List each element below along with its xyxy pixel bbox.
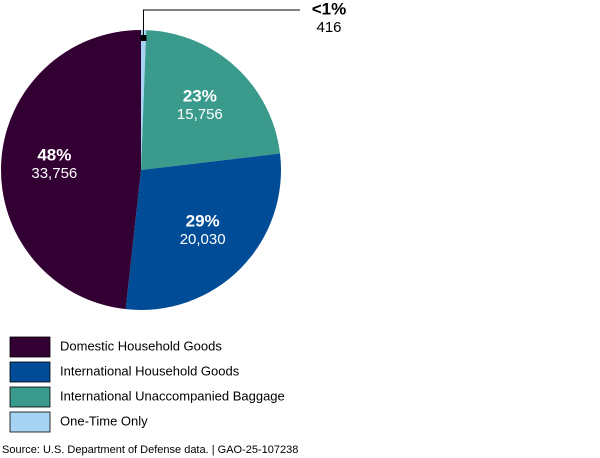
- value-label: 20,030: [180, 231, 226, 248]
- percent-label: <1%: [312, 0, 347, 18]
- value-label: 33,756: [31, 165, 77, 182]
- leader-line: [142, 9, 300, 39]
- percent-label: 29%: [186, 212, 220, 231]
- pie-slice: [141, 30, 281, 171]
- pie-slice: [141, 30, 147, 170]
- pie-slice: [1, 29, 142, 310]
- legend-swatch: [9, 361, 51, 383]
- percent-label: 23%: [183, 87, 217, 106]
- percent-label: 48%: [37, 146, 71, 165]
- legend-swatch: [9, 411, 51, 433]
- value-label: 15,756: [177, 106, 223, 123]
- legend-label: Domestic Household Goods: [60, 338, 222, 353]
- legend-label: One-Time Only: [60, 413, 148, 428]
- legend-swatch: [9, 386, 51, 408]
- legend-swatch: [9, 336, 51, 358]
- legend-label: International Household Goods: [60, 363, 240, 378]
- value-label: 416: [316, 19, 341, 36]
- legend-label: International Unaccompanied Baggage: [60, 388, 285, 403]
- source: Source: U.S. Department of Defense data.…: [2, 444, 298, 456]
- pie-slice: [125, 153, 282, 310]
